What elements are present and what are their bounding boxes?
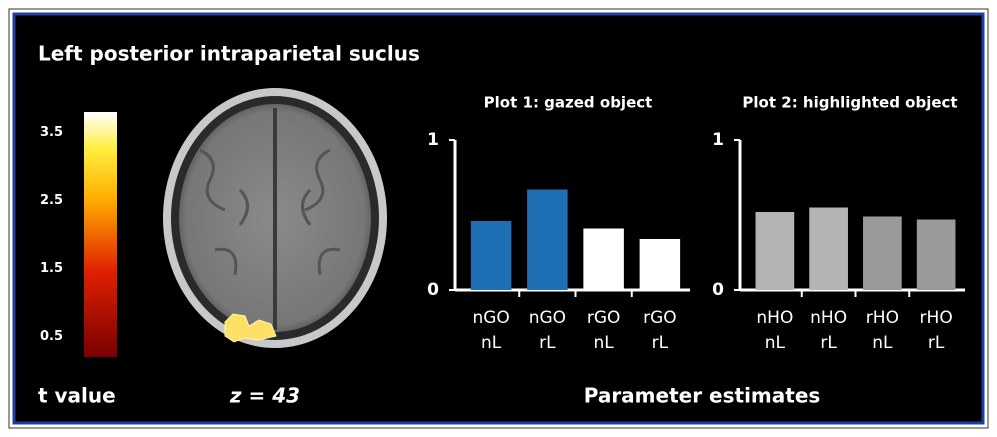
x-tick-label: nGO <box>472 308 509 328</box>
colorbar-label: t value <box>38 384 116 408</box>
y-tick-label: 1 <box>427 130 439 150</box>
x-axis-title: Parameter estimates <box>584 384 821 408</box>
page: {"title": "Left posterior intraparietal … <box>0 0 997 437</box>
x-tick-label: nHO <box>810 308 847 328</box>
plot-title: Plot 1: gazed object <box>484 94 653 112</box>
figure: Left posterior intraparietal suclus t va… <box>0 0 997 437</box>
colorbar-tick-label: 3.5 <box>40 125 63 140</box>
figure-title: Left posterior intraparietal suclus <box>38 42 420 66</box>
x-tick-label: nHO <box>756 308 793 328</box>
bar <box>583 229 624 291</box>
bar <box>640 239 681 290</box>
colorbar <box>84 112 117 357</box>
y-tick-label: 0 <box>427 280 439 300</box>
x-tick-label: rGO <box>643 308 677 328</box>
x-tick-label: rL <box>652 333 669 353</box>
x-tick-label: nL <box>872 333 893 353</box>
x-tick-label: nL <box>481 333 502 353</box>
bar <box>917 220 956 291</box>
colorbar-tick-label: 0.5 <box>40 329 63 344</box>
bar <box>756 212 795 290</box>
x-tick-label: nGO <box>529 308 566 328</box>
bar <box>863 217 902 291</box>
slice-label: z = 43 <box>229 384 300 408</box>
y-tick-label: 0 <box>712 280 724 300</box>
bar <box>471 221 512 290</box>
x-tick-label: rL <box>928 333 945 353</box>
x-tick-label: rL <box>820 333 837 353</box>
y-tick-label: 1 <box>712 130 724 150</box>
brain-slice <box>163 88 387 348</box>
x-tick-label: rL <box>539 333 556 353</box>
bar <box>809 208 848 291</box>
bar <box>527 190 568 291</box>
x-tick-label: nL <box>765 333 786 353</box>
x-tick-label: rHO <box>920 308 953 328</box>
colorbar-tick-label: 1.5 <box>40 261 63 276</box>
x-tick-label: rHO <box>866 308 899 328</box>
x-tick-label: rGO <box>587 308 621 328</box>
x-tick-label: nL <box>594 333 615 353</box>
plot-title: Plot 2: highlighted object <box>742 94 957 112</box>
colorbar-tick-label: 2.5 <box>40 193 63 208</box>
